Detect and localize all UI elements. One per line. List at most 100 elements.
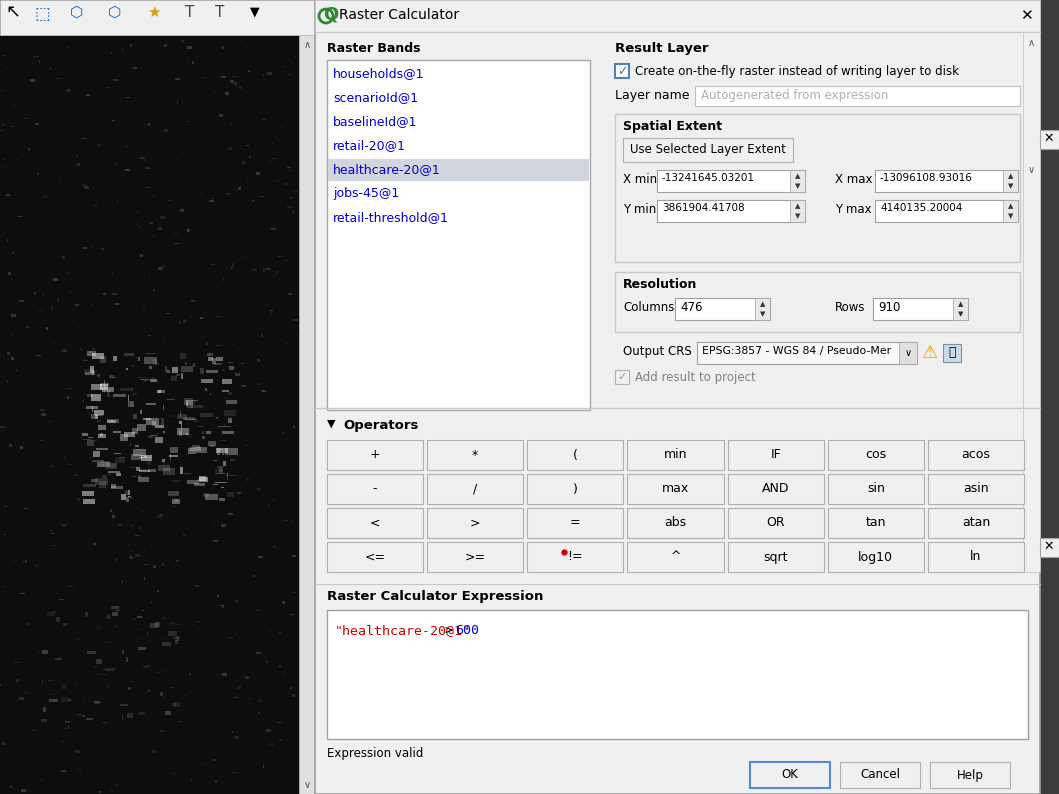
Bar [194,483,205,486]
Bar [62,349,67,352]
Bar [200,193,202,194]
Bar [118,74,123,75]
Bar [427,542,523,572]
Bar [295,334,298,335]
Bar [167,399,175,400]
Text: Output CRS: Output CRS [623,345,692,358]
Bar [150,379,157,382]
Bar [165,711,170,715]
Bar [192,445,200,448]
Text: ∧: ∧ [1027,38,1035,48]
Bar [157,363,159,365]
Bar [627,440,723,470]
Text: Columns: Columns [623,301,675,314]
Bar [152,359,157,365]
Text: Spatial Extent: Spatial Extent [623,120,722,133]
Bar [66,272,71,274]
Bar [615,114,1020,262]
Text: retail-threshold@1: retail-threshold@1 [333,211,449,224]
Text: tan: tan [865,517,886,530]
Bar [310,778,312,780]
Bar [225,163,228,164]
Text: 910: 910 [878,301,900,314]
Bar [427,440,523,470]
Bar [129,550,134,552]
Bar [111,486,123,489]
Bar [229,366,234,370]
Text: Layer name: Layer name [615,89,689,102]
Bar [92,348,95,350]
Bar [52,343,57,344]
Bar [125,491,129,495]
Bar [222,431,234,434]
Text: <=: <= [364,550,385,564]
Bar [222,673,227,676]
Bar [168,200,172,201]
Bar [75,638,80,640]
Bar [138,357,140,361]
Text: ∨: ∨ [1027,165,1035,175]
Bar [95,415,98,419]
Bar [83,247,87,249]
Bar [311,98,315,100]
Bar [4,674,6,675]
Text: ▲: ▲ [759,301,766,307]
Bar [108,471,120,473]
Bar [138,647,146,650]
Bar [243,161,245,164]
Text: OR: OR [767,517,785,530]
Bar [126,368,128,370]
Bar [282,601,285,604]
Bar [225,324,229,325]
Bar [307,260,311,262]
Bar [61,684,67,689]
Bar [162,459,165,462]
Bar [675,298,770,320]
Bar [177,428,189,435]
Bar [91,414,98,419]
Bar [163,468,175,475]
Bar [137,616,142,618]
Bar [100,356,106,363]
Text: Add result to project: Add result to project [635,371,756,384]
Bar [124,353,134,356]
Bar [160,216,165,219]
Bar [327,610,1028,739]
Bar [40,779,43,781]
Bar [75,750,80,753]
Bar [225,475,236,476]
Bar [327,440,424,470]
Bar [174,702,180,707]
Bar [120,434,128,441]
Bar [279,256,283,257]
Bar [64,728,67,729]
Bar [269,743,274,746]
Bar [220,449,222,450]
Bar [175,78,180,80]
Bar [104,642,111,643]
Bar [193,363,195,367]
Bar [32,730,35,731]
Bar [132,476,137,477]
Bar [50,465,53,467]
Bar [152,235,155,238]
Bar [232,772,236,773]
Text: /: / [473,483,478,495]
Bar [217,595,219,597]
Bar [53,278,58,281]
Bar [11,646,13,647]
Bar [97,144,100,147]
Text: Resolution: Resolution [623,278,698,291]
Bar [120,388,133,391]
Bar [228,147,232,150]
Bar [272,275,276,276]
Bar [157,672,161,673]
Text: ✕: ✕ [1044,132,1055,145]
Bar [214,363,222,365]
Bar [225,448,238,455]
Bar [138,477,149,482]
Bar [216,448,228,453]
Bar [108,474,111,475]
Bar [101,464,104,466]
Bar [136,449,142,450]
